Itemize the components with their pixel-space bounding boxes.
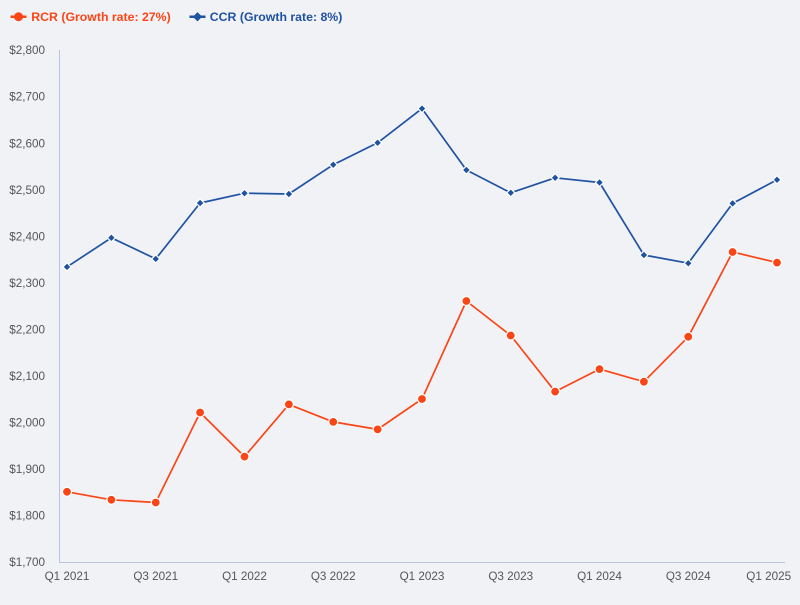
svg-text:$2,300: $2,300 (9, 277, 45, 290)
svg-text:$2,500: $2,500 (9, 184, 45, 197)
svg-text:CCR (Growth rate: 8%): CCR (Growth rate: 8%) (210, 10, 343, 24)
svg-text:RCR (Growth rate: 27%): RCR (Growth rate: 27%) (31, 10, 170, 24)
svg-text:$2,000: $2,000 (9, 417, 45, 430)
svg-text:$2,400: $2,400 (9, 230, 45, 243)
svg-text:$1,900: $1,900 (9, 463, 45, 476)
svg-text:Q1 2023: Q1 2023 (400, 570, 445, 583)
svg-text:$2,800: $2,800 (9, 44, 45, 57)
svg-text:Q3 2022: Q3 2022 (311, 570, 356, 583)
svg-text:$1,700: $1,700 (9, 556, 45, 569)
svg-text:$2,100: $2,100 (9, 370, 45, 383)
svg-text:Q1 2025: Q1 2025 (746, 570, 791, 583)
svg-text:Q1 2024: Q1 2024 (577, 570, 622, 583)
svg-text:Q3 2023: Q3 2023 (488, 570, 533, 583)
svg-text:Q1 2022: Q1 2022 (222, 570, 267, 583)
svg-text:$2,700: $2,700 (9, 91, 45, 104)
svg-text:$2,200: $2,200 (9, 324, 45, 337)
svg-text:Q3 2024: Q3 2024 (666, 570, 711, 583)
svg-text:$2,600: $2,600 (9, 137, 45, 150)
svg-text:Q3 2021: Q3 2021 (133, 570, 178, 583)
svg-text:Q1 2021: Q1 2021 (45, 570, 90, 583)
svg-text:$1,800: $1,800 (9, 510, 45, 523)
